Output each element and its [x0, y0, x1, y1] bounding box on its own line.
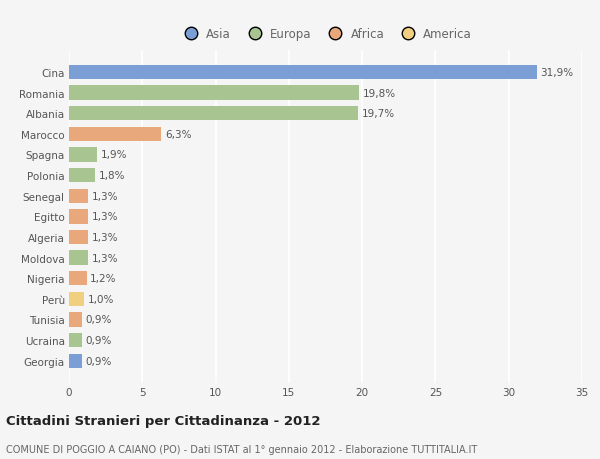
Text: 1,3%: 1,3%	[92, 253, 118, 263]
Bar	[69, 66, 536, 80]
Bar	[69, 292, 83, 307]
Bar	[69, 107, 358, 121]
Text: 31,9%: 31,9%	[540, 68, 574, 78]
Bar	[69, 86, 359, 101]
Text: 1,3%: 1,3%	[92, 212, 118, 222]
Bar	[69, 251, 88, 265]
Text: 6,3%: 6,3%	[165, 129, 191, 140]
Bar	[69, 148, 97, 162]
Bar	[69, 168, 95, 183]
Text: Cittadini Stranieri per Cittadinanza - 2012: Cittadini Stranieri per Cittadinanza - 2…	[6, 414, 320, 428]
Bar	[69, 210, 88, 224]
Legend: Asia, Europa, Africa, America: Asia, Europa, Africa, America	[175, 23, 476, 45]
Text: 1,0%: 1,0%	[88, 294, 113, 304]
Text: 1,8%: 1,8%	[99, 171, 125, 181]
Bar	[69, 313, 82, 327]
Text: 0,9%: 0,9%	[86, 356, 112, 366]
Bar	[69, 230, 88, 245]
Text: 0,9%: 0,9%	[86, 315, 112, 325]
Text: COMUNE DI POGGIO A CAIANO (PO) - Dati ISTAT al 1° gennaio 2012 - Elaborazione TU: COMUNE DI POGGIO A CAIANO (PO) - Dati IS…	[6, 444, 477, 454]
Bar	[69, 189, 88, 203]
Text: 1,9%: 1,9%	[101, 150, 127, 160]
Bar	[69, 333, 82, 347]
Text: 1,2%: 1,2%	[90, 274, 117, 284]
Bar	[69, 354, 82, 368]
Bar	[69, 127, 161, 142]
Text: 0,9%: 0,9%	[86, 336, 112, 345]
Text: 1,3%: 1,3%	[92, 191, 118, 202]
Text: 1,3%: 1,3%	[92, 232, 118, 242]
Bar	[69, 271, 86, 286]
Text: 19,7%: 19,7%	[361, 109, 395, 119]
Text: 19,8%: 19,8%	[363, 89, 396, 98]
